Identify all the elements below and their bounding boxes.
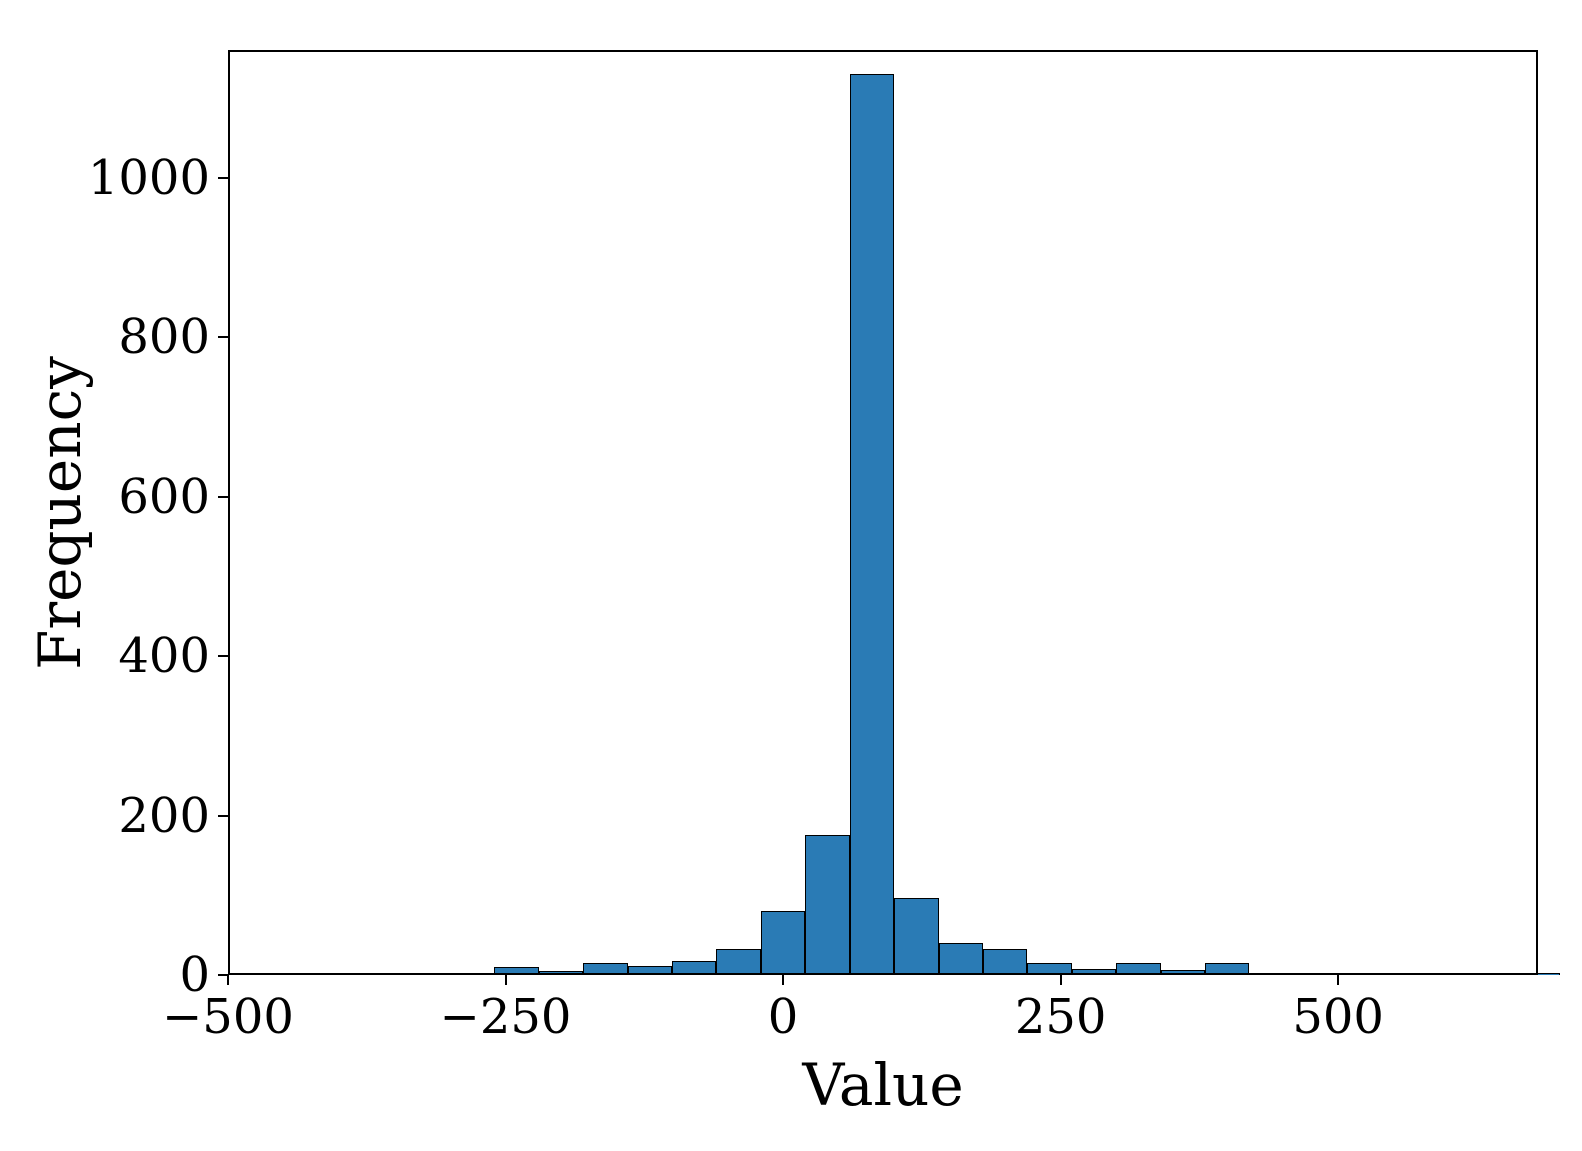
x-tick-label: 500 — [1292, 989, 1384, 1045]
histogram-bar — [1072, 969, 1116, 975]
plot-area — [228, 50, 1538, 975]
histogram-bar — [1383, 973, 1427, 975]
histogram-bar — [272, 973, 316, 975]
x-tick — [505, 975, 507, 985]
histogram-bar — [1338, 973, 1382, 975]
histogram-bar — [1427, 973, 1471, 975]
histogram-bar — [1516, 973, 1560, 975]
x-tick-label: 0 — [768, 989, 799, 1045]
y-axis-label: Frequency — [26, 356, 94, 670]
x-tick — [1060, 975, 1062, 985]
x-tick — [227, 975, 229, 985]
y-tick — [218, 496, 228, 498]
histogram-bar — [761, 911, 805, 975]
histogram-bar — [1205, 963, 1249, 975]
y-tick-label: 600 — [118, 469, 210, 525]
y-tick — [218, 974, 228, 976]
x-tick — [1337, 975, 1339, 985]
histogram-bar — [539, 971, 583, 975]
histogram-bar — [1027, 963, 1071, 975]
y-tick-label: 200 — [118, 788, 210, 844]
histogram-bar — [1116, 963, 1160, 975]
y-tick-label: 800 — [118, 309, 210, 365]
histogram-bar — [672, 961, 716, 975]
figure: −500−2500250500 02004006008001000 Value … — [0, 0, 1582, 1151]
y-tick — [218, 336, 228, 338]
histogram-bar — [628, 966, 672, 975]
histogram-bar — [983, 949, 1027, 975]
histogram-bar — [406, 973, 450, 975]
y-tick-label: 1000 — [88, 150, 210, 206]
y-tick — [218, 177, 228, 179]
x-tick-label: −250 — [440, 989, 572, 1045]
histogram-bar — [716, 949, 760, 975]
y-tick-label: 400 — [118, 628, 210, 684]
y-tick-label: 0 — [179, 947, 210, 1003]
histogram-bar — [1249, 973, 1293, 975]
x-tick — [782, 975, 784, 985]
x-axis-label: Value — [802, 1051, 963, 1119]
y-tick — [218, 655, 228, 657]
histogram-bar — [450, 973, 494, 975]
histogram-bar — [939, 943, 983, 975]
histogram-bar — [494, 967, 538, 975]
histogram-bar — [1161, 970, 1205, 975]
y-tick — [218, 815, 228, 817]
histogram-bar — [850, 74, 894, 975]
x-tick-label: 250 — [1015, 989, 1107, 1045]
histogram-bar — [894, 898, 938, 975]
histogram-bar — [805, 835, 849, 975]
histogram-bar — [583, 963, 627, 975]
